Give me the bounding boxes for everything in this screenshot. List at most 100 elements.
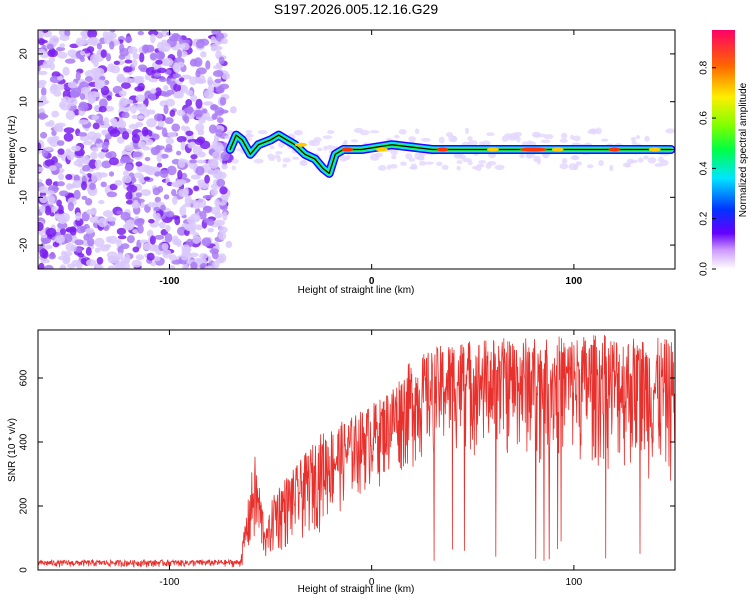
halo-point (278, 141, 285, 149)
noise-point (120, 243, 130, 250)
noise-point (131, 259, 143, 268)
noise-point (40, 94, 47, 103)
noise-point (210, 104, 219, 110)
noise-point (40, 131, 48, 139)
halo-point (625, 163, 632, 168)
noise-point (118, 120, 125, 125)
noise-point (218, 226, 228, 234)
halo-point (400, 161, 407, 166)
noise-point (210, 43, 219, 51)
noise-point (126, 184, 138, 193)
noise-point (59, 43, 65, 48)
frequency-track (225, 130, 675, 178)
noise-point (81, 181, 87, 191)
noise-point (146, 109, 156, 115)
noise-point (106, 217, 116, 222)
noise-point (84, 76, 94, 82)
track-band (229, 134, 672, 174)
noise-point (109, 118, 118, 124)
noise-point (132, 229, 139, 234)
noise-point (57, 213, 66, 223)
noise-point (62, 66, 70, 76)
noise-point (158, 221, 166, 229)
noise-point (90, 207, 97, 216)
noise-point (220, 151, 230, 161)
track-peak (341, 147, 354, 152)
noise-point (212, 169, 223, 179)
halo-point (643, 155, 649, 160)
noise-point (179, 205, 187, 216)
noise-point (176, 49, 182, 59)
noise-point (180, 172, 188, 180)
noise-point (210, 188, 219, 196)
noise-point (207, 169, 214, 175)
noise-point (179, 77, 185, 82)
snr-series-line (38, 334, 675, 569)
noise-point (149, 235, 156, 245)
noise-point (118, 54, 126, 60)
noise-point (75, 37, 84, 47)
noise-point (48, 119, 55, 128)
noise-point (199, 181, 210, 190)
x-tick-label: 0 (369, 577, 375, 588)
noise-point (162, 57, 174, 67)
noise-point (195, 70, 201, 78)
noise-point (41, 237, 52, 244)
noise-point (171, 195, 178, 205)
halo-point (267, 153, 275, 159)
noise-point (123, 77, 132, 83)
noise-point (216, 117, 224, 124)
noise-point (152, 187, 161, 196)
halo-point (369, 130, 380, 134)
noise-point (121, 155, 131, 162)
noise-point (171, 123, 181, 132)
y-tick-label: -20 (19, 237, 30, 252)
noise-point (39, 248, 48, 259)
halo-point (451, 135, 458, 143)
noise-point (49, 35, 60, 46)
halo-point (409, 166, 418, 170)
halo-point (644, 135, 650, 142)
track-peak (436, 147, 449, 152)
halo-point (481, 140, 491, 147)
noise-point (106, 95, 112, 101)
noise-point (83, 92, 90, 101)
noise-point (62, 256, 71, 265)
track-peak (487, 147, 499, 152)
noise-point (116, 227, 127, 235)
halo-point (275, 151, 283, 155)
noise-point (65, 226, 77, 233)
halo-point (398, 128, 407, 135)
noise-point (38, 70, 48, 76)
noise-point (221, 73, 231, 80)
noise-point (122, 99, 134, 105)
noise-point (88, 94, 97, 104)
halo-point (436, 161, 443, 166)
snr-x-ticks: -100 0 100 (159, 330, 583, 588)
noise-point (189, 159, 197, 164)
noise-point (168, 265, 176, 269)
noise-point (45, 195, 56, 205)
noise-point (174, 90, 184, 99)
noise-point (75, 247, 83, 253)
halo-point (630, 136, 637, 142)
halo-point (637, 157, 644, 163)
halo-point (475, 165, 482, 172)
halo-point (456, 160, 463, 165)
halo-point (559, 163, 569, 170)
noise-point (49, 212, 55, 217)
noise-point (38, 38, 45, 46)
noise-point (198, 211, 207, 220)
noise-point (96, 256, 104, 265)
noise-point (166, 31, 172, 36)
noise-point (220, 37, 228, 45)
noise-point (124, 59, 133, 64)
noise-point (176, 109, 186, 116)
noise-point (137, 30, 144, 36)
noise-point (38, 221, 44, 232)
noise-point (185, 89, 194, 96)
noise-point (120, 82, 131, 89)
noise-point (101, 142, 109, 151)
noise-point (154, 212, 161, 223)
noise-point (165, 224, 171, 232)
